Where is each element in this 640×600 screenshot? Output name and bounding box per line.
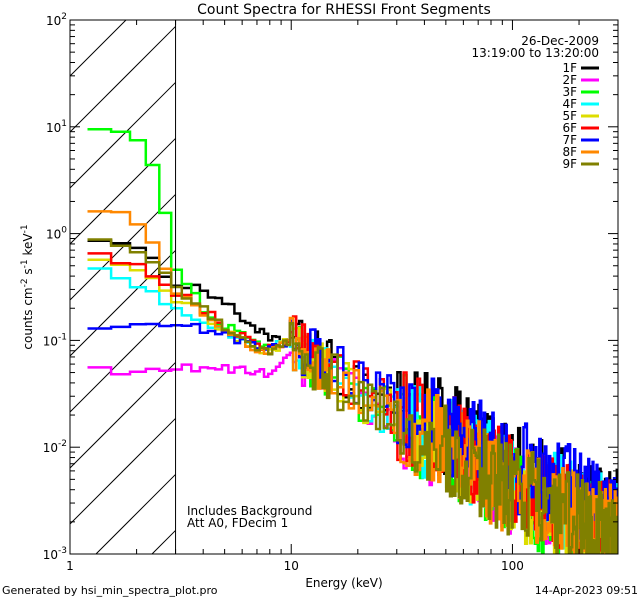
time-range-label: 13:19:00 to 13:20:00 [472,46,599,60]
date-label: 26-Dec-2009 [521,34,599,48]
hatch-line [69,362,176,469]
y-label-exp-1: -2 [20,278,30,287]
series-line-9F [87,238,618,554]
y-tick-exponent: -1 [58,332,67,342]
plot-frame [69,19,619,555]
y-tick-exponent: 1 [61,119,67,129]
x-tick-label: 1 [66,559,74,573]
y-tick-label: 102 [46,12,67,28]
y-tick-label: 10-1 [43,332,67,348]
legend-label: 4F [562,97,577,111]
hatch-line [69,250,176,357]
axis-ticks [69,19,619,555]
hatch-line [69,306,176,413]
y-tick-base: 10 [46,121,61,135]
hatch-line [95,474,176,555]
y-tick-base: 10 [46,228,61,242]
annotation-background: Includes Background [187,504,312,518]
x-axis-label: Energy (keV) [305,576,382,590]
hatch-line [69,82,176,189]
footer-generated-by: Generated by hsi_min_spectra_plot.pro [2,584,218,597]
chart-title: Count Spectra for RHESSI Front Segments [197,2,491,18]
y-tick-exponent: -2 [58,439,67,449]
y-label-exp-3: -1 [20,224,30,233]
y-tick-base: 10 [43,334,58,348]
hatch-line [69,138,176,245]
y-tick-base: 10 [43,441,58,455]
x-tick-label: 100 [501,559,524,573]
y-tick-label: 10-3 [43,546,67,562]
y-tick-exponent: 0 [61,226,67,236]
y-tick-label: 10-2 [43,439,67,455]
x-tick-label: 10 [284,559,299,573]
y-tick-base: 10 [43,548,58,562]
y-label-exp-2: -1 [20,259,30,268]
y-tick-label: 100 [46,226,67,242]
legend-label: 5F [562,109,577,123]
legend-label: 7F [562,133,577,147]
hatch-line [69,418,176,525]
y-tick-exponent: -3 [58,546,67,556]
y-tick-base: 10 [46,14,61,28]
footer-timestamp: 14-Apr-2023 09:51 [535,584,638,597]
series-layer [87,127,618,554]
hatch-line [69,194,176,301]
y-label-part-3: keV [21,233,35,260]
hatch-line [151,530,176,555]
legend-label: 3F [562,85,577,99]
legend-label: 2F [562,73,577,87]
y-label-part-2: s [21,268,35,278]
y-tick-exponent: 2 [61,12,67,22]
legend-label: 8F [562,145,577,159]
legend-label: 9F [562,157,577,171]
y-axis-label: counts cm-2 s-1 keV-1 [20,224,35,349]
legend-label: 1F [562,61,577,75]
hatch-line [69,19,127,77]
hatched-region [69,19,176,555]
y-label-part-1: counts cm [21,287,35,349]
hatch-line [69,26,176,133]
x-tick-labels: 1 10 100 [66,559,524,573]
annotation-attenuator: Att A0, FDecim 1 [187,516,288,530]
legend-label: 6F [562,121,577,135]
y-tick-label: 101 [46,119,67,135]
